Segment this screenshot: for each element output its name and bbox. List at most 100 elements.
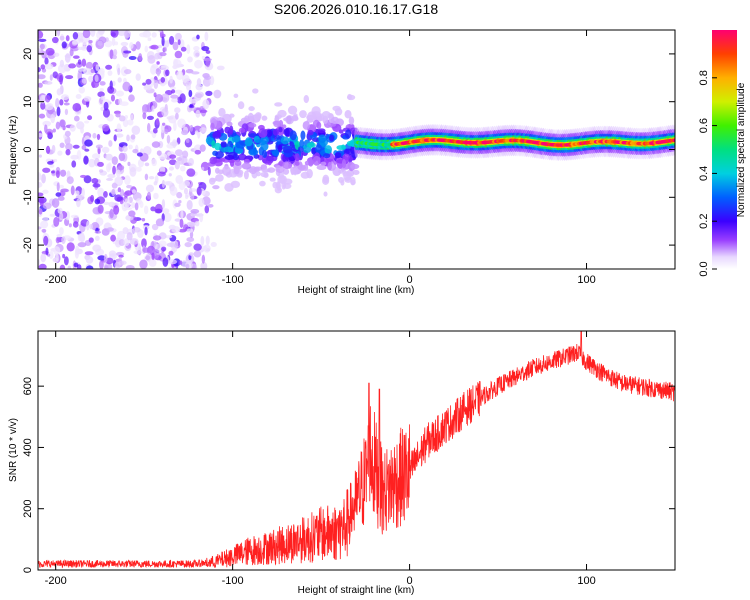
heatmap-cell	[215, 174, 224, 182]
heatmap-cell	[76, 198, 81, 208]
heatmap-cell	[282, 145, 293, 154]
heatmap-cell	[111, 182, 118, 189]
heatmap-cell	[38, 192, 44, 197]
heatmap-cell	[190, 71, 200, 75]
heatmap-cell	[69, 49, 74, 57]
heatmap-cell	[45, 47, 55, 56]
heatmap-cell	[222, 165, 231, 176]
heatmap-cell	[275, 181, 281, 189]
heatmap-cell	[39, 94, 46, 104]
heatmap-cell	[672, 138, 675, 143]
heatmap-cell	[171, 89, 176, 94]
heatmap-cell	[38, 38, 47, 42]
heatmap-cell	[289, 130, 297, 141]
heatmap-cell	[47, 131, 52, 136]
heatmap-cell	[178, 200, 182, 204]
heatmap-cell	[166, 242, 176, 248]
heatmap-cell	[77, 59, 82, 65]
heatmap-cell	[340, 179, 345, 186]
heatmap-cell	[113, 205, 120, 215]
y-tick-label: 400	[22, 438, 34, 456]
heatmap-cell	[119, 200, 124, 205]
heatmap-cell	[186, 228, 194, 233]
heatmap-cell	[117, 77, 122, 83]
heatmap-cell	[302, 120, 310, 130]
spectrogram-xlabel: Height of straight line (km)	[298, 285, 415, 296]
heatmap-cell	[193, 250, 202, 258]
heatmap-cell	[86, 100, 90, 108]
heatmap-cell	[194, 220, 200, 227]
heatmap-cell	[91, 178, 99, 184]
heatmap-cell	[318, 134, 327, 143]
heatmap-cell	[59, 169, 67, 177]
heatmap-cell	[84, 251, 94, 256]
heatmap-cell	[179, 260, 183, 265]
heatmap-cell	[103, 201, 110, 206]
colorbar-ticks: 0.0 0.2 0.4 0.6 0.8	[698, 70, 717, 277]
heatmap-cell	[86, 45, 92, 53]
heatmap-cell	[68, 223, 72, 228]
heatmap-cell	[38, 132, 43, 138]
heatmap-cell	[201, 45, 210, 52]
heatmap-cell	[151, 223, 159, 231]
heatmap-cell	[55, 192, 62, 197]
x-tick-label: -100	[222, 274, 244, 286]
heatmap-cell	[330, 116, 340, 124]
heatmap-cell	[168, 166, 174, 171]
heatmap-cell	[153, 192, 159, 200]
heatmap-cell	[315, 144, 323, 154]
heatmap-cell	[81, 35, 88, 46]
heatmap-cell	[193, 49, 200, 58]
heatmap-cell	[117, 67, 121, 76]
heatmap-cell	[38, 259, 41, 266]
heatmap-cell	[321, 111, 331, 119]
heatmap-cell	[99, 169, 104, 173]
heatmap-cell	[107, 86, 115, 94]
x-tick-label: -200	[45, 575, 67, 587]
heatmap-cell	[186, 199, 193, 210]
heatmap-cell	[126, 184, 133, 189]
heatmap-cell	[38, 154, 42, 158]
heatmap-cell	[105, 153, 113, 161]
heatmap-cell	[81, 187, 85, 198]
heatmap-cell	[171, 225, 181, 234]
heatmap-cell	[59, 142, 65, 149]
heatmap-cell	[66, 242, 75, 252]
heatmap-cell	[72, 103, 81, 112]
heatmap-cell	[151, 63, 159, 69]
heatmap-cell	[83, 155, 89, 165]
heatmap-cell	[81, 78, 87, 84]
heatmap-cell	[38, 263, 47, 269]
heatmap-cell	[261, 115, 268, 121]
heatmap-cell	[214, 142, 222, 151]
heatmap-cell	[45, 145, 51, 154]
heatmap-cell	[278, 127, 283, 133]
heatmap-cell	[254, 112, 262, 120]
heatmap-cell	[307, 129, 314, 136]
heatmap-cell	[103, 253, 108, 263]
heatmap-cell	[174, 149, 183, 157]
heatmap-cell	[163, 212, 172, 223]
heatmap-cell	[223, 146, 233, 153]
heatmap-cell	[128, 94, 135, 102]
heatmap-cell	[127, 161, 131, 167]
heatmap-cell	[189, 103, 193, 108]
heatmap-cell	[38, 67, 41, 73]
heatmap-cell	[299, 110, 307, 119]
heatmap-cell	[38, 208, 43, 215]
heatmap-cell	[243, 170, 249, 180]
heatmap-cell	[123, 30, 132, 38]
heatmap-cell	[199, 127, 207, 133]
heatmap-cell	[52, 36, 59, 44]
heatmap-cell	[168, 159, 177, 166]
heatmap-cell	[161, 33, 166, 38]
heatmap-cell	[41, 51, 47, 59]
heatmap-cell	[131, 189, 137, 194]
heatmap-cell	[70, 185, 75, 196]
heatmap-cell	[72, 221, 79, 228]
heatmap-cell	[136, 152, 143, 157]
heatmap-cell	[280, 136, 290, 145]
heatmap-cell	[151, 240, 155, 247]
heatmap-cell	[139, 32, 148, 38]
heatmap-cell	[47, 160, 54, 165]
